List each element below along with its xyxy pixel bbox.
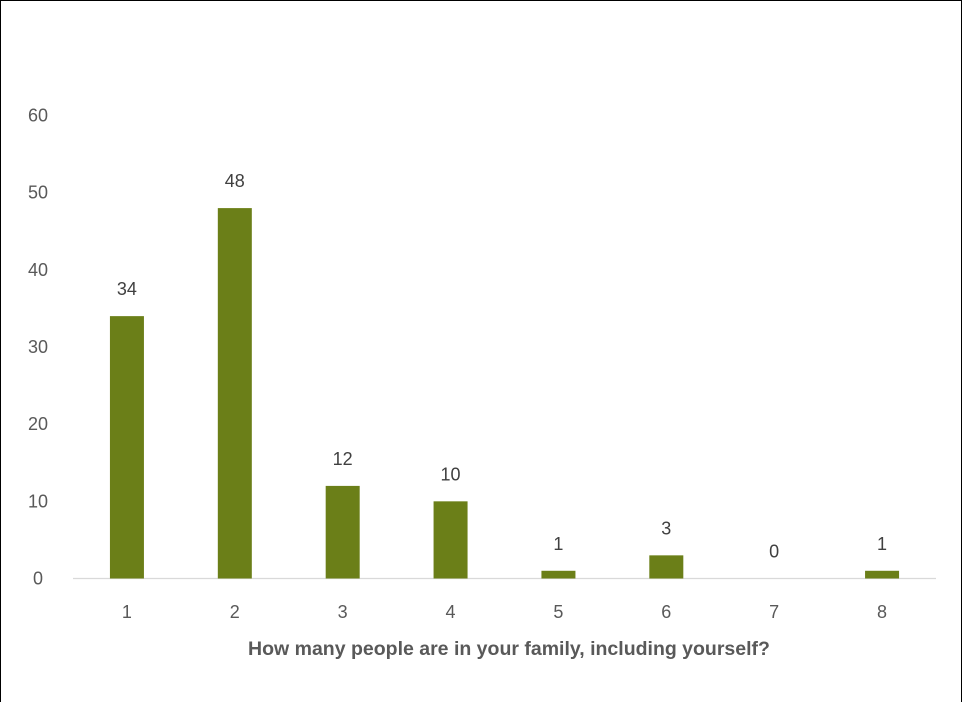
- x-tick-label-7: 7: [769, 602, 779, 622]
- x-tick-label-8: 8: [877, 602, 887, 622]
- data-label-6: 3: [661, 518, 671, 538]
- x-tick-label-1: 1: [122, 602, 132, 622]
- bars: [109, 208, 900, 579]
- data-label-4: 10: [441, 464, 461, 484]
- bar-6: [649, 555, 684, 579]
- x-axis-tick-labels: 1 2 3 4 5 6 7 8: [122, 602, 887, 622]
- x-tick-label-4: 4: [446, 602, 456, 622]
- y-axis-tick-labels: 0 10 20 30 40 50 60: [28, 106, 48, 589]
- y-tick-label: 50: [28, 183, 48, 203]
- data-label-7: 0: [769, 542, 779, 562]
- bar-5: [541, 570, 576, 579]
- y-tick-label: 0: [33, 569, 43, 589]
- x-tick-label-6: 6: [661, 602, 671, 622]
- y-tick-label: 20: [28, 414, 48, 434]
- data-label-8: 1: [877, 534, 887, 554]
- y-tick-label: 40: [28, 260, 48, 280]
- bar-1: [109, 316, 144, 579]
- y-tick-label: 60: [28, 106, 48, 126]
- bar-4: [433, 501, 468, 579]
- data-label-5: 1: [553, 534, 563, 554]
- x-axis-title: How many people are in your family, incl…: [248, 638, 770, 660]
- bar-2: [217, 208, 252, 579]
- x-tick-label-5: 5: [553, 602, 563, 622]
- data-label-2: 48: [225, 171, 245, 191]
- bar-8: [865, 570, 900, 579]
- y-tick-label: 30: [28, 337, 48, 357]
- data-labels: 34 48 12 10 1 3 0 1: [117, 171, 887, 561]
- y-tick-label: 10: [28, 491, 48, 511]
- data-label-1: 34: [117, 279, 137, 299]
- data-label-3: 12: [333, 449, 353, 469]
- x-tick-label-2: 2: [230, 602, 240, 622]
- x-tick-label-3: 3: [338, 602, 348, 622]
- bar-3: [325, 485, 360, 579]
